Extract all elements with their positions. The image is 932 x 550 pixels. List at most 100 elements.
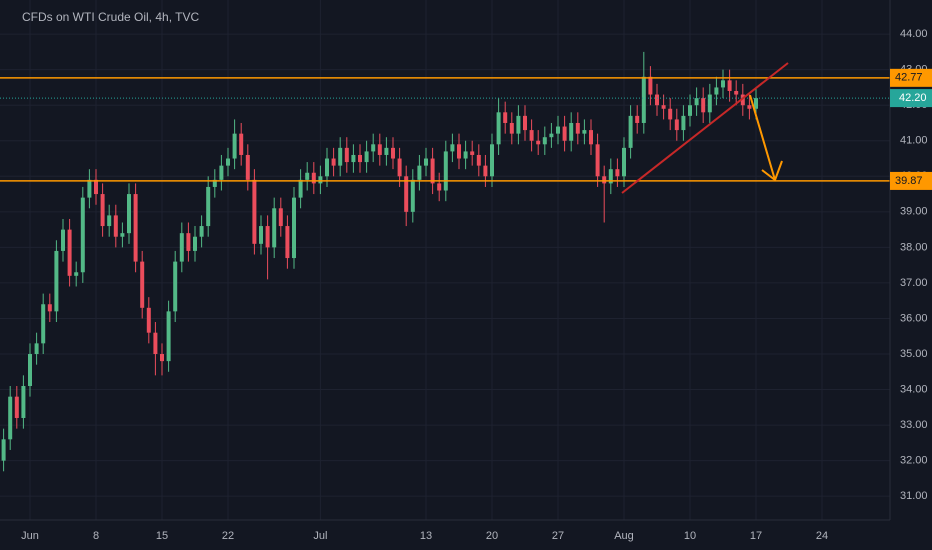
candle-body [285,226,290,259]
candle-body [265,226,270,248]
candle-body [80,197,85,273]
candle-body [245,154,250,180]
candle-body [305,172,310,180]
candle-body [186,233,191,251]
candle-body [391,147,395,159]
candle-body [61,229,65,251]
candle-body [239,133,244,155]
candle-body [252,179,257,244]
candle-body [740,94,745,106]
y-tick-label: 41.00 [900,135,928,147]
overlay-layer [621,62,789,194]
candle-body [292,197,296,259]
candle-body [41,304,46,344]
candle-body [160,354,164,362]
candle-body [688,105,692,116]
candle-body [120,233,125,237]
candle-body [206,186,211,227]
candle-body [272,208,277,248]
level-label: 42.77 [895,72,923,84]
candle-body [694,98,699,106]
candle-body [67,229,72,276]
level-label: 39.87 [895,175,923,187]
candle-body [443,151,448,191]
x-tick-label: Jul [313,530,327,542]
x-tick-label: Jun [21,530,39,542]
candle-body [589,130,593,145]
y-tick-label: 33.00 [900,419,928,431]
candle-body [595,144,600,177]
x-tick-label: Aug [614,530,634,542]
y-tick-label: 34.00 [900,383,928,395]
candle-body [338,147,343,166]
candle-body [133,194,138,262]
y-tick-label: 38.00 [900,241,928,253]
candle-body [21,386,26,418]
arrow-shaft [749,94,776,181]
candle-body [351,154,356,163]
candle-body [463,151,468,159]
candles-layer [0,51,890,472]
last-price-box [890,89,932,108]
candle-body [622,147,626,177]
candle-body [430,158,435,184]
candle-body [226,158,230,166]
candle-body [641,76,646,123]
candle-body [377,144,382,155]
candle-body [311,172,316,184]
candle-body [714,87,719,95]
y-tick-label: 32.00 [900,455,928,467]
x-tick-label: 17 [750,530,762,542]
candle-body [193,236,197,251]
candle-body [344,147,349,163]
y-tick-label: 35.00 [900,348,928,360]
candle-body [727,80,732,91]
candle-body [371,144,376,152]
candle-body [153,332,158,355]
candle-body [450,144,455,152]
candle-body [701,98,706,113]
chart-title: CFDs on WTI Crude Oil, 4h, TVC [22,10,199,24]
candle-body [674,119,679,131]
candle-body [74,272,79,276]
candle-body [556,126,560,134]
candle-body [417,165,422,180]
candle-body [100,194,105,227]
axis-layer: 31.00 32.00 33.00 34.00 35.00 36.00 37.00 38.00… [21,28,932,542]
candle-body [509,122,514,134]
candle-body [424,158,428,166]
candle-body [384,147,389,155]
y-tick-label: 44.00 [900,28,928,40]
candle-body [166,311,171,362]
y-tick-label: 39.00 [900,206,928,218]
candle-body [608,169,613,184]
candle-body [140,261,145,308]
candle-body [87,179,92,198]
candle-body [278,208,283,227]
x-tick-label: 24 [816,530,828,542]
candle-body [549,133,554,138]
candle-body [107,215,112,227]
candle-body [536,140,541,145]
candle-body [681,115,686,131]
candle-body [358,154,362,163]
candle-body [747,105,752,109]
candle-body [615,169,620,177]
candle-body [54,250,59,312]
x-tick-label: 27 [552,530,564,542]
candle-body [127,194,131,234]
candle-body [437,183,442,191]
candle-body [562,126,567,141]
candle-body [628,115,633,148]
candle-body [582,130,587,134]
y-tick-label: 36.00 [900,312,928,324]
candle-body [219,165,224,180]
candle-body [496,112,501,145]
candle-body [483,165,488,177]
candle-body [529,130,534,141]
candle-body [28,354,32,387]
candle-body [503,112,508,123]
y-tick-label: 31.00 [900,490,928,502]
candle-body [490,144,494,177]
